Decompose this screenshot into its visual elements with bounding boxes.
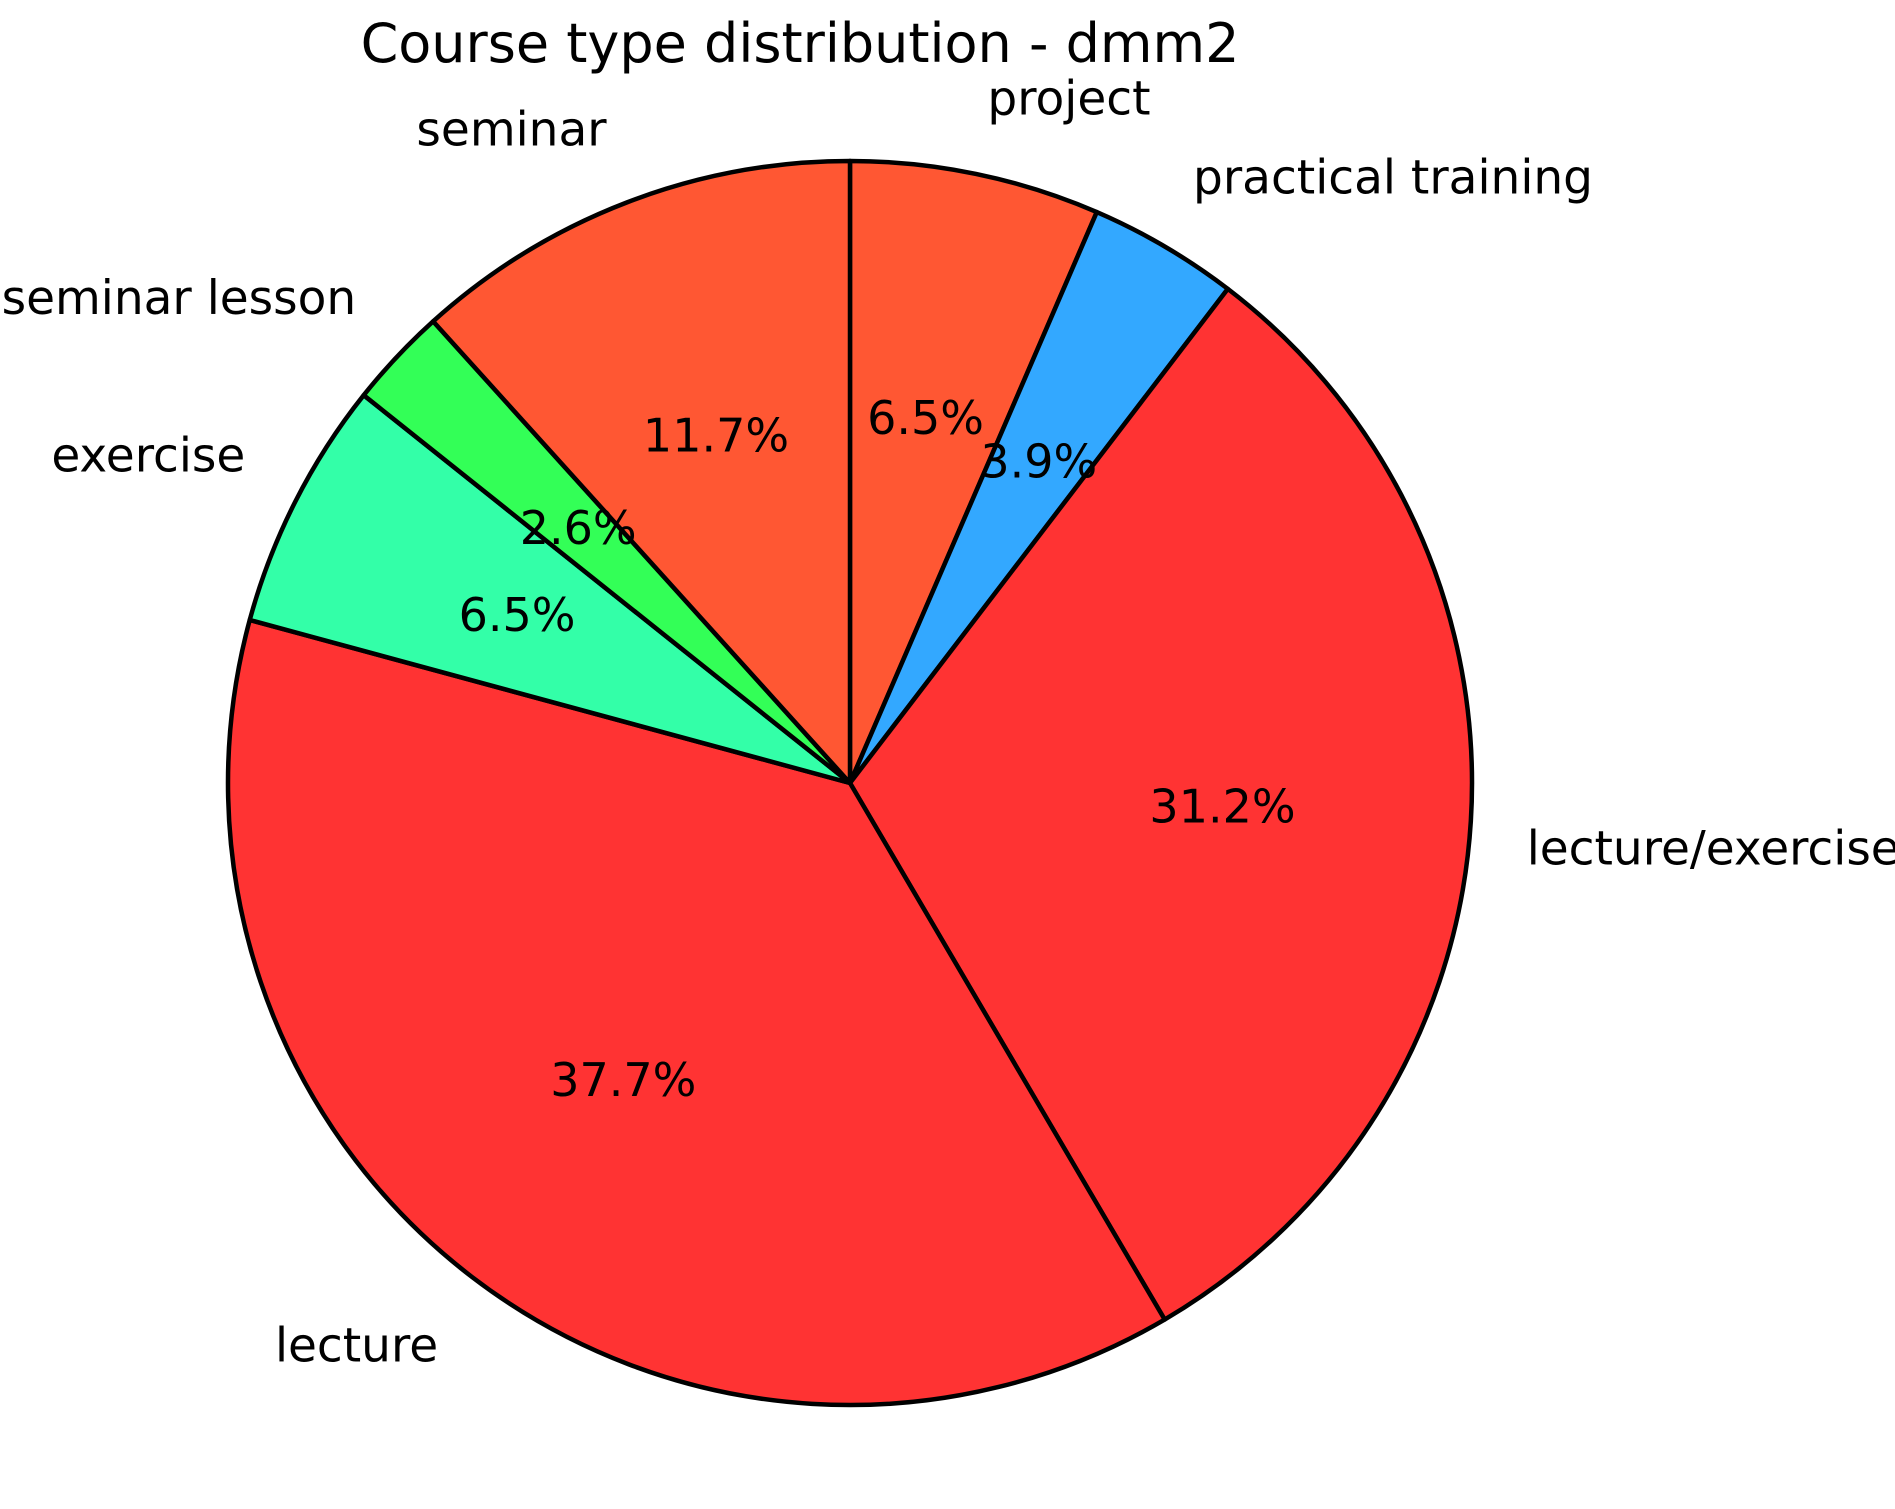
pie-labels: 6.5% project 3.9% practical training 31.2% le… bbox=[2, 71, 1895, 1373]
pie-slice-seminar bbox=[430, 158, 853, 786]
slice-pct-seminar-lesson: 2.6% bbox=[520, 501, 637, 555]
slice-label-seminar: seminar bbox=[416, 103, 607, 158]
slice-pct-seminar: 11.7% bbox=[643, 408, 789, 462]
slice-pct-exercise: 6.5% bbox=[459, 588, 576, 642]
pie-slice-lecture bbox=[225, 617, 1167, 1408]
slice-label-project: project bbox=[987, 71, 1150, 126]
slice-label-practical-training: practical training bbox=[1193, 151, 1593, 206]
slice-pct-lecture: 37.7% bbox=[550, 1053, 696, 1107]
pie-slice-exercise bbox=[247, 392, 853, 786]
pie-slice-project bbox=[847, 158, 1100, 786]
slice-pct-practical-training: 3.9% bbox=[980, 435, 1097, 489]
pie-slice-lecture-exercise bbox=[847, 286, 1475, 1322]
slice-label-seminar-lesson: seminar lesson bbox=[2, 271, 357, 326]
pie-wedges bbox=[225, 158, 1475, 1408]
chart-title: Course type distribution - dmm2 bbox=[361, 12, 1240, 75]
slice-label-exercise: exercise bbox=[51, 429, 245, 484]
slice-pct-project: 6.5% bbox=[867, 391, 984, 445]
slice-label-lecture: lecture bbox=[275, 1319, 438, 1374]
slice-label-lecture-exercise: lecture/exercise bbox=[1527, 821, 1895, 876]
slice-pct-lecture-exercise: 31.2% bbox=[1149, 779, 1295, 833]
